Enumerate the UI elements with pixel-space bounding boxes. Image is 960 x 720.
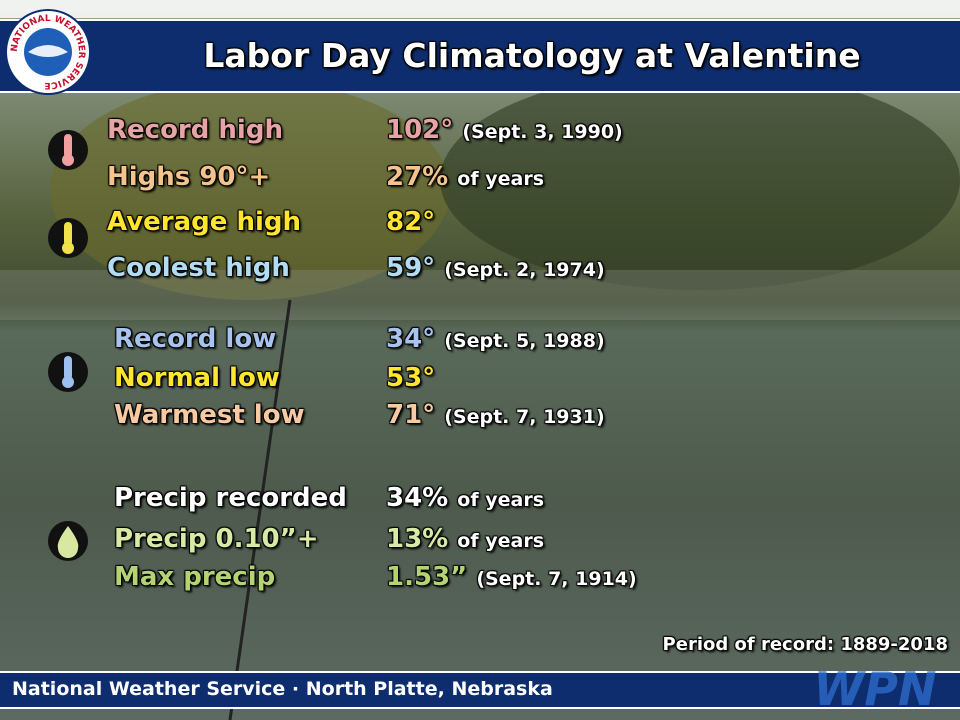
footer-text: National Weather Service · North Platte,…	[12, 678, 553, 700]
icon-thermometer-low	[48, 352, 88, 392]
row-label: Coolest high	[107, 253, 290, 283]
row-value: 71° (Sept. 7, 1931)	[386, 400, 605, 430]
row-value: 27% of years	[386, 162, 545, 192]
row-note: (Sept. 7, 1914)	[476, 568, 637, 590]
icon-thermometer-high	[48, 130, 88, 170]
row-label: Precip recorded	[114, 483, 347, 513]
row-note: of years	[457, 489, 545, 511]
period: Period of record: 1889-2018	[662, 634, 948, 655]
row-label: Normal low	[114, 363, 280, 393]
row-label: Record low	[114, 324, 277, 354]
icon-drop	[48, 521, 88, 561]
title: Labor Day Climatology at Valentine	[203, 36, 861, 75]
row-value: 34° (Sept. 5, 1988)	[386, 324, 605, 354]
row-value: 53°	[386, 363, 436, 393]
row-value: 1.53” (Sept. 7, 1914)	[386, 562, 637, 592]
badge: WPN	[814, 662, 937, 716]
row-value: 59° (Sept. 2, 1974)	[386, 253, 605, 283]
row-value: 13% of years	[386, 524, 545, 554]
row-label: Record high	[107, 115, 283, 145]
row-label: Warmest low	[114, 400, 305, 430]
row-label: Highs 90°+	[107, 162, 271, 192]
row-note: (Sept. 3, 1990)	[462, 121, 623, 143]
icon-thermometer-avg	[48, 218, 88, 258]
row-label: Max precip	[114, 562, 276, 592]
row-note: (Sept. 7, 1931)	[444, 406, 605, 428]
row-note: of years	[457, 530, 545, 552]
row-note: of years	[457, 168, 545, 190]
row-note: (Sept. 2, 1974)	[444, 259, 605, 281]
row-label: Precip 0.10”+	[114, 524, 319, 554]
row-value: 82°	[386, 207, 436, 237]
row-value: 34% of years	[386, 483, 545, 513]
row-value: 102° (Sept. 3, 1990)	[386, 115, 623, 145]
row-note: (Sept. 5, 1988)	[444, 330, 605, 352]
row-label: Average high	[107, 207, 301, 237]
